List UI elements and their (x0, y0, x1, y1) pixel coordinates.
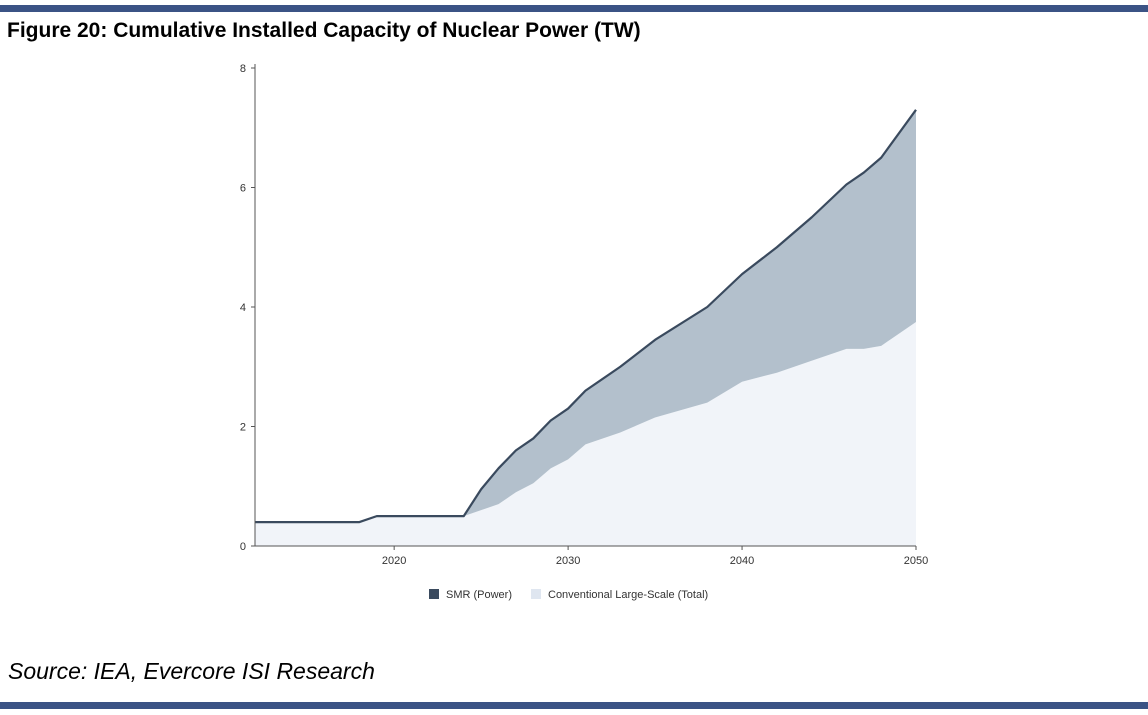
legend-swatch-conventional (531, 589, 541, 599)
area-smr (255, 109, 916, 523)
y-tick-label: 8 (240, 63, 246, 75)
x-tick-label: 2030 (556, 555, 580, 567)
legend-label-smr: SMR (Power) (446, 589, 512, 601)
x-tick-label: 2040 (730, 555, 754, 567)
legend-swatch-smr (429, 589, 439, 599)
chart-legend: SMR (Power) Conventional Large-Scale (Tot… (429, 589, 708, 601)
chart-axes (254, 64, 916, 547)
source-note: Source: IEA, Evercore ISI Research (8, 658, 375, 684)
x-tick-label: 2020 (382, 555, 406, 567)
total-line (255, 109, 917, 524)
y-tick-label: 4 (240, 302, 246, 314)
chart-ticks: 0 2 4 6 8 2020 2030 2040 2050 (240, 63, 928, 567)
y-tick-label: 2 (240, 422, 246, 434)
x-tick-label: 2050 (904, 555, 928, 567)
chart-areas (255, 109, 917, 546)
legend-label-conventional: Conventional Large-Scale (Total) (548, 589, 708, 601)
bottom-rule (0, 702, 1148, 709)
figure-title: Figure 20: Cumulative Installed Capacity… (7, 19, 641, 42)
top-rule (0, 5, 1148, 12)
y-tick-label: 6 (240, 183, 246, 195)
area-conventional (255, 321, 916, 546)
y-tick-label: 0 (240, 541, 246, 553)
